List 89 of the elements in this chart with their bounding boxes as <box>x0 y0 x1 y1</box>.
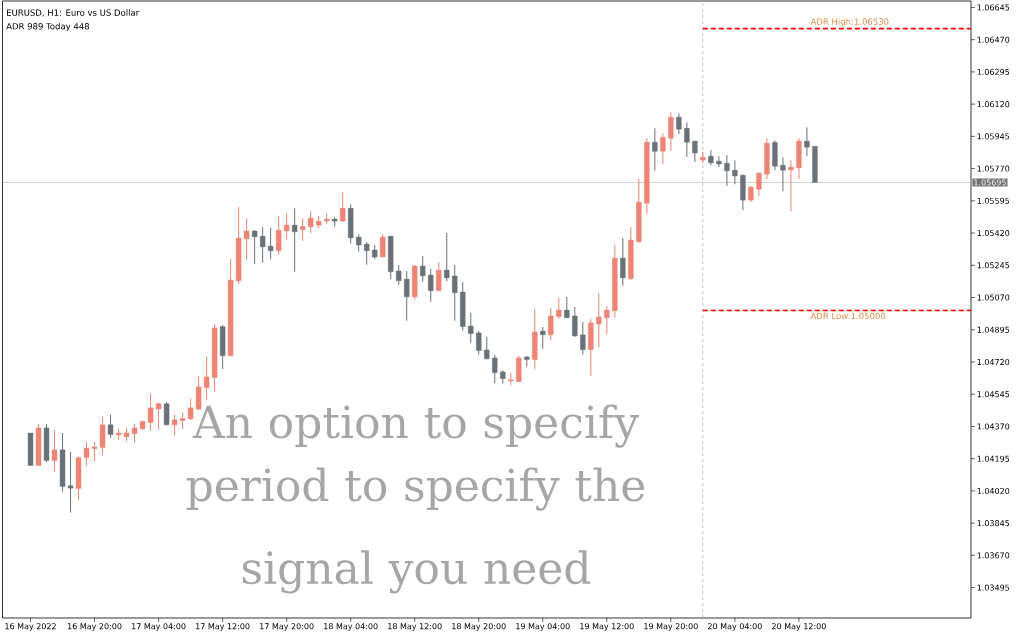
candlestick <box>476 330 482 356</box>
y-tick-label: 1.05070 <box>977 294 1010 301</box>
candlestick <box>596 292 602 349</box>
y-tick-label: 1.05245 <box>977 262 1010 269</box>
x-tick-label: 19 May 20:00 <box>644 623 698 631</box>
candlestick <box>756 171 762 197</box>
candlestick <box>340 191 346 223</box>
candlestick <box>700 151 706 164</box>
candlestick <box>708 149 714 166</box>
candlestick <box>692 140 698 163</box>
text: EURUSD, H1: Euro vs US Dollar <box>7 9 140 17</box>
y-tick-label: 1.05420 <box>977 230 1010 237</box>
y-tick-label: 1.06120 <box>977 101 1010 108</box>
candlestick <box>468 312 474 344</box>
y-tick-label: 1.04195 <box>977 455 1010 462</box>
y-tick-label: 1.04020 <box>977 487 1010 494</box>
y-tick-label: 1.05945 <box>977 133 1010 140</box>
annotation: An option to specify period to specify the signal you need <box>186 404 645 594</box>
candlestick <box>364 241 370 266</box>
x-tick-label: 18 May 04:00 <box>324 623 378 631</box>
candlestick <box>299 217 306 242</box>
ref-line-label: ADR Low:1.05000 <box>810 312 886 320</box>
candlestick <box>436 261 442 292</box>
candlestick <box>420 255 426 283</box>
candlestick <box>283 212 290 240</box>
candlestick <box>484 336 490 361</box>
candlestick <box>548 307 554 342</box>
candlestick <box>716 155 722 168</box>
candlestick <box>275 215 282 256</box>
candlestick <box>660 132 666 165</box>
candlestick <box>540 326 546 350</box>
x-tick-label: 18 May 12:00 <box>388 623 442 631</box>
candlestick <box>572 306 578 338</box>
x-tick-label: 20 May 04:00 <box>708 623 762 631</box>
y-tick-label: 1.05595 <box>977 197 1010 204</box>
candlestick <box>51 429 58 473</box>
candlestick <box>772 139 778 171</box>
x-tick-label: 18 May 20:00 <box>452 623 506 631</box>
candlestick <box>444 232 450 282</box>
candlestick <box>668 111 674 152</box>
candlestick <box>396 264 402 286</box>
candlestick <box>676 112 682 135</box>
y-tick-label: 1.05770 <box>977 165 1010 172</box>
x-tick-label: 17 May 04:00 <box>132 623 186 631</box>
y-tick-label: 1.03495 <box>977 584 1010 591</box>
candlestick <box>107 414 114 439</box>
candlestick <box>492 354 498 385</box>
candlestick <box>652 127 658 172</box>
ref-line-label: 1.05695 <box>974 179 1006 186</box>
candlestick <box>804 126 810 157</box>
candlestick <box>620 237 626 287</box>
x-tick-label: 19 May 12:00 <box>580 623 634 631</box>
y-tick-label: 1.03670 <box>977 552 1010 559</box>
candlestick <box>516 355 522 383</box>
y-tick-label: 1.03845 <box>977 520 1010 527</box>
candlestick <box>604 305 610 335</box>
candlestick <box>564 296 570 319</box>
candlestick <box>380 233 386 258</box>
x-tick-label: 20 May 12:00 <box>772 623 826 631</box>
candlestick <box>163 401 170 427</box>
candlestick <box>307 210 314 234</box>
candlestick <box>428 268 434 303</box>
x-tick-label: 19 May 04:00 <box>516 623 570 631</box>
candlestick <box>291 207 298 273</box>
x-tick-label: 17 May 12:00 <box>196 623 250 631</box>
y-tick-label: 1.06645 <box>977 4 1010 11</box>
x-tick-label: 16 May 2022 <box>5 623 56 631</box>
candlestick <box>788 159 794 212</box>
candlestick <box>684 121 690 158</box>
y-tick-label: 1.04895 <box>977 326 1010 333</box>
y-tick-label: 1.04545 <box>977 391 1010 398</box>
y-tick-label: 1.04370 <box>977 423 1010 430</box>
y-tick-label: 1.06295 <box>977 68 1010 75</box>
candlestick <box>267 227 274 260</box>
candlestick <box>452 264 458 322</box>
y-tick-label: 1.04720 <box>977 358 1010 366</box>
ref-line-label: ADR High:1.06530 <box>810 18 889 27</box>
candlestick <box>780 156 786 192</box>
text: ADR 989 Today 448 <box>6 22 90 32</box>
candlestick <box>724 154 730 187</box>
x-tick-label: 17 May 20:00 <box>260 623 314 631</box>
candlestick <box>251 229 258 265</box>
x-tick-label: 16 May 20:00 <box>68 623 122 631</box>
candlestick <box>259 226 266 264</box>
candlestick <box>556 297 562 320</box>
candlestick <box>404 270 410 322</box>
candlestick <box>732 159 738 185</box>
y-tick-label: 1.06470 <box>977 36 1010 43</box>
candlestick <box>580 321 586 356</box>
